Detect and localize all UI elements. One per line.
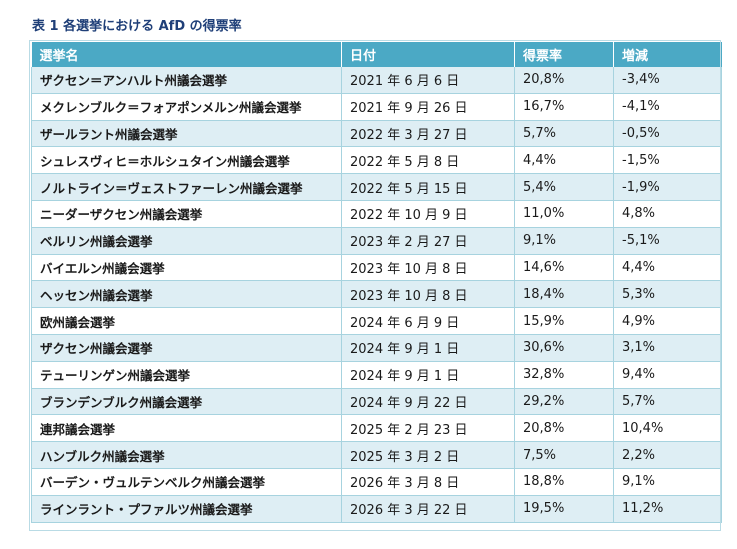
election-name-cell: ザクセン＝アンハルト州議会選挙: [31, 67, 342, 94]
column-header-change: 増減: [613, 42, 722, 67]
vote-share-cell: 7,5%: [514, 441, 614, 469]
table-row: ザクセン＝アンハルト州議会選挙 2021 年 6 月 6 日 20,8% -3,4%: [31, 67, 722, 94]
table-row: ザクセン州議会選挙 2024 年 9 月 1 日 30,6% 3,1%: [31, 334, 722, 362]
vote-share-cell: 18,4%: [514, 280, 614, 309]
table-header-row: 選挙名 日付 得票率 増減: [31, 42, 722, 67]
date-cell: 2022 年 3 月 27 日: [341, 120, 515, 148]
election-name-cell: ラインラント・プファルツ州議会選挙: [31, 495, 342, 523]
election-name-cell: ブランデンブルク州議会選挙: [31, 388, 342, 416]
date-cell: 2025 年 3 月 2 日: [341, 441, 515, 469]
vote-share-cell: 15,9%: [514, 307, 614, 335]
election-name-cell: ザールラント州議会選挙: [31, 120, 342, 148]
election-name-cell: ベルリン州議会選挙: [31, 227, 342, 255]
vote-share-cell: 9,1%: [514, 227, 614, 255]
table-row: ヘッセン州議会選挙 2023 年 10 月 8 日 18,4% 5,3%: [31, 280, 722, 309]
vote-share-cell: 19,5%: [514, 495, 614, 523]
election-name-cell: 欧州議会選挙: [31, 307, 342, 335]
date-cell: 2023 年 2 月 27 日: [341, 227, 515, 255]
table-row: ベルリン州議会選挙 2023 年 2 月 27 日 9,1% -5,1%: [31, 227, 722, 255]
table-row: ザールラント州議会選挙 2022 年 3 月 27 日 5,7% -0,5%: [31, 120, 722, 148]
table-caption: 表 1 各選挙における AfD の得票率: [32, 19, 242, 34]
change-cell: 5,3%: [613, 280, 722, 309]
change-cell: 9,4%: [613, 361, 722, 389]
change-cell: -3,4%: [613, 67, 722, 94]
column-header-election: 選挙名: [31, 42, 342, 67]
election-name-cell: ニーダーザクセン州議会選挙: [31, 200, 342, 228]
vote-share-cell: 20,8%: [514, 414, 614, 443]
change-cell: -0,5%: [613, 120, 722, 148]
table-row: テューリンゲン州議会選挙 2024 年 9 月 1 日 32,8% 9,4%: [31, 361, 722, 389]
table-row: シュレスヴィヒ＝ホルシュタイン州議会選挙 2022 年 5 月 8 日 4,4% -1…: [31, 146, 722, 175]
vote-share-cell: 16,7%: [514, 93, 614, 121]
table-row: 欧州議会選挙 2024 年 6 月 9 日 15,9% 4,9%: [31, 307, 722, 335]
change-cell: 10,4%: [613, 414, 722, 443]
change-cell: 11,2%: [613, 495, 722, 523]
election-name-cell: テューリンゲン州議会選挙: [31, 361, 342, 389]
election-name-cell: 連邦議会選挙: [31, 414, 342, 443]
vote-share-cell: 29,2%: [514, 388, 614, 416]
vote-share-cell: 30,6%: [514, 334, 614, 362]
election-name-cell: ザクセン州議会選挙: [31, 334, 342, 362]
election-name-cell: シュレスヴィヒ＝ホルシュタイン州議会選挙: [31, 146, 342, 175]
vote-share-cell: 5,7%: [514, 120, 614, 148]
table-row: ブランデンブルク州議会選挙 2024 年 9 月 22 日 29,2% 5,7%: [31, 388, 722, 416]
election-name-cell: ハンブルク州議会選挙: [31, 441, 342, 469]
date-cell: 2026 年 3 月 8 日: [341, 468, 515, 496]
change-cell: 3,1%: [613, 334, 722, 362]
vote-share-cell: 5,4%: [514, 173, 614, 201]
date-cell: 2024 年 9 月 22 日: [341, 388, 515, 416]
date-cell: 2023 年 10 月 8 日: [341, 280, 515, 309]
change-cell: -1,5%: [613, 146, 722, 175]
table-row: ラインラント・プファルツ州議会選挙 2026 年 3 月 22 日 19,5% 11,…: [31, 495, 722, 523]
date-cell: 2022 年 5 月 15 日: [341, 173, 515, 201]
vote-share-cell: 20,8%: [514, 67, 614, 94]
date-cell: 2023 年 10 月 8 日: [341, 254, 515, 282]
change-cell: -4,1%: [613, 93, 722, 121]
vote-share-cell: 4,4%: [514, 146, 614, 175]
date-cell: 2024 年 9 月 1 日: [341, 361, 515, 389]
change-cell: 4,4%: [613, 254, 722, 282]
vote-share-cell: 11,0%: [514, 200, 614, 228]
table-row: バーデン・ヴュルテンベルク州議会選挙 2026 年 3 月 8 日 18,8% 9,1…: [31, 468, 722, 496]
change-cell: -5,1%: [613, 227, 722, 255]
afd-vote-share-table: 選挙名 日付 得票率 増減 ザクセン＝アンハルト州議会選挙 2021 年 6 月 …: [31, 42, 722, 523]
vote-share-cell: 14,6%: [514, 254, 614, 282]
vote-share-cell: 18,8%: [514, 468, 614, 496]
date-cell: 2025 年 2 月 23 日: [341, 414, 515, 443]
date-cell: 2022 年 5 月 8 日: [341, 146, 515, 175]
date-cell: 2024 年 6 月 9 日: [341, 307, 515, 335]
date-cell: 2024 年 9 月 1 日: [341, 334, 515, 362]
election-name-cell: バイエルン州議会選挙: [31, 254, 342, 282]
change-cell: -1,9%: [613, 173, 722, 201]
date-cell: 2022 年 10 月 9 日: [341, 200, 515, 228]
table-row: ノルトライン＝ヴェストファーレン州議会選挙 2022 年 5 月 15 日 5,4%…: [31, 173, 722, 201]
change-cell: 4,8%: [613, 200, 722, 228]
date-cell: 2021 年 9 月 26 日: [341, 93, 515, 121]
table-row: ニーダーザクセン州議会選挙 2022 年 10 月 9 日 11,0% 4,8%: [31, 200, 722, 228]
table-row: バイエルン州議会選挙 2023 年 10 月 8 日 14,6% 4,4%: [31, 254, 722, 282]
change-cell: 5,7%: [613, 388, 722, 416]
table-row: ハンブルク州議会選挙 2025 年 3 月 2 日 7,5% 2,2%: [31, 441, 722, 469]
column-header-date: 日付: [341, 42, 515, 67]
election-name-cell: メクレンブルク＝フォアポンメルン州議会選挙: [31, 93, 342, 121]
election-name-cell: ヘッセン州議会選挙: [31, 280, 342, 309]
date-cell: 2021 年 6 月 6 日: [341, 67, 515, 94]
election-name-cell: バーデン・ヴュルテンベルク州議会選挙: [31, 468, 342, 496]
table-body: ザクセン＝アンハルト州議会選挙 2021 年 6 月 6 日 20,8% -3,4% メ…: [31, 67, 722, 523]
election-name-cell: ノルトライン＝ヴェストファーレン州議会選挙: [31, 173, 342, 201]
date-cell: 2026 年 3 月 22 日: [341, 495, 515, 523]
change-cell: 4,9%: [613, 307, 722, 335]
vote-share-cell: 32,8%: [514, 361, 614, 389]
table-row: 連邦議会選挙 2025 年 2 月 23 日 20,8% 10,4%: [31, 414, 722, 443]
table-row: メクレンブルク＝フォアポンメルン州議会選挙 2021 年 9 月 26 日 16,7…: [31, 93, 722, 121]
change-cell: 9,1%: [613, 468, 722, 496]
column-header-vote-share: 得票率: [514, 42, 614, 67]
change-cell: 2,2%: [613, 441, 722, 469]
